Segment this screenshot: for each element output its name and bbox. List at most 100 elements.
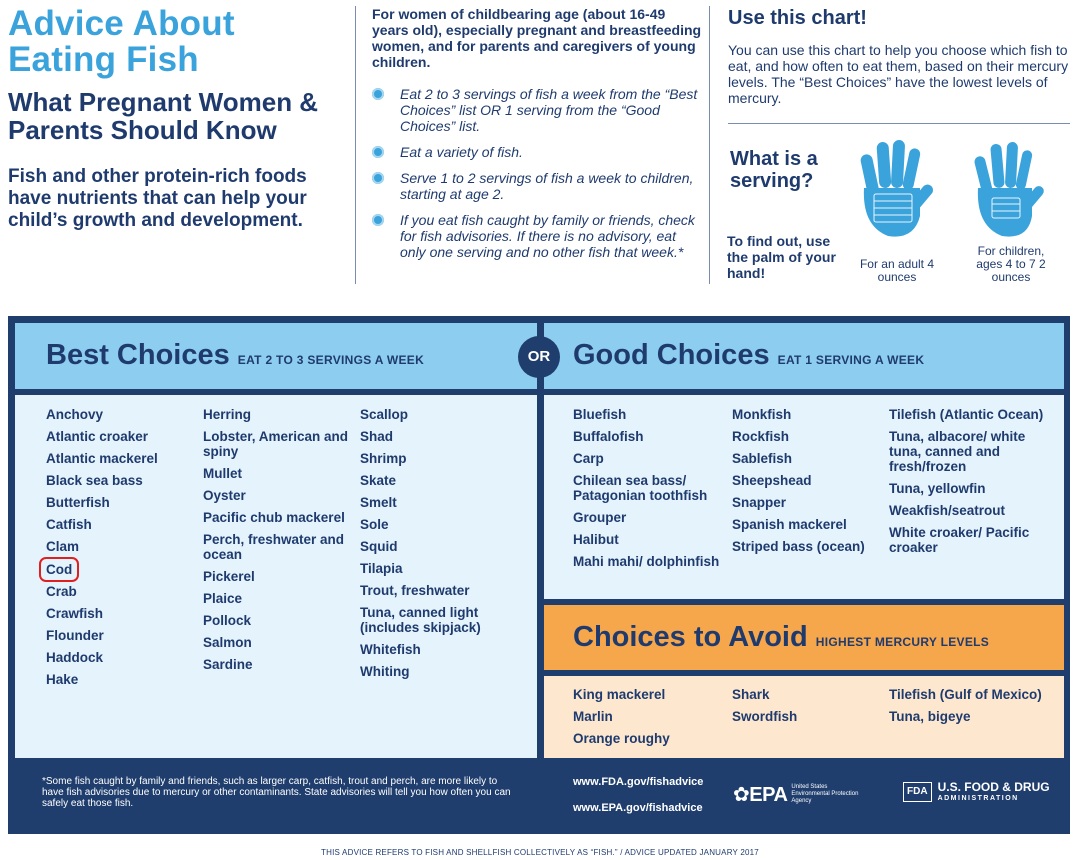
fish-item: Haddock: [46, 650, 104, 665]
fish-item: Tuna, albacore/ white tuna, canned and f…: [889, 429, 1026, 474]
avoid-col-1: King mackerel Marlin Orange roughy: [573, 687, 723, 753]
fish-item: Shark: [732, 687, 770, 702]
good-choices-header: Good Choices EAT 1 SERVING A WEEK: [544, 323, 1064, 389]
best-choices-subtitle: EAT 2 TO 3 SERVINGS A WEEK: [237, 353, 425, 367]
best-choices-title: Best Choices EAT 2 TO 3 SERVINGS A WEEK: [46, 339, 424, 372]
fda-fish-advice-link[interactable]: www.FDA.gov/fishadvice: [573, 776, 704, 788]
update-note: THIS ADVICE REFERS TO FISH AND SHELLFISH…: [321, 848, 759, 857]
fish-item: Tilefish (Atlantic Ocean): [889, 407, 1044, 422]
bullet-dot-icon: [372, 172, 384, 184]
fda-logo: FDA U.S. FOOD & DRUG ADMINISTRATION: [903, 781, 1050, 803]
avoid-col-3: Tilefish (Gulf of Mexico) Tuna, bigeye: [889, 687, 1049, 731]
page-subtitle: What Pregnant Women & Parents Should Kno…: [8, 87, 319, 145]
fish-item: Smelt: [360, 495, 397, 510]
adult-serving-caption: For an adult 4 ounces: [859, 257, 935, 284]
good-choices-subtitle: EAT 1 SERVING A WEEK: [777, 353, 925, 367]
fish-item: Catfish: [46, 517, 92, 532]
fish-item: Mullet: [203, 466, 242, 481]
fish-item: Orange roughy: [573, 731, 670, 746]
avoid-choices-title-text: Choices to Avoid: [573, 621, 808, 653]
fish-item: Pacific chub mackerel: [203, 510, 345, 525]
audience-column: For women of childbearing age (about 16-…: [372, 6, 702, 270]
best-col-2: Herring Lobster, American and spiny Mull…: [203, 407, 353, 679]
advice-bullet-text: Serve 1 to 2 servings of fish a week to …: [400, 170, 694, 202]
fish-item: Pollock: [203, 613, 252, 628]
divider-line: [728, 123, 1070, 124]
advice-bullet: If you eat fish caught by family or frie…: [372, 212, 702, 260]
fish-item: Squid: [360, 539, 398, 554]
advice-bullet: Serve 1 to 2 servings of fish a week to …: [372, 170, 702, 202]
fish-item: Tuna, bigeye: [889, 709, 971, 724]
fish-item: Crawfish: [46, 606, 104, 621]
child-serving-caption: For children, ages 4 to 7 2 ounces: [976, 244, 1046, 284]
serving-howto: To find out, use the palm of your hand!: [727, 233, 836, 281]
fish-item: Whiting: [360, 664, 410, 679]
fish-item: Pickerel: [203, 569, 255, 584]
best-choices-title-text: Best Choices: [46, 339, 230, 371]
fish-item: Mahi mahi/ dolphinfish: [573, 554, 720, 569]
good-col-3: Tilefish (Atlantic Ocean) Tuna, albacore…: [889, 407, 1054, 562]
adult-hand-icon: [860, 140, 933, 237]
fish-item: Shrimp: [360, 451, 407, 466]
epa-fish-advice-link[interactable]: www.EPA.gov/fishadvice: [573, 802, 703, 814]
good-choices-title: Good Choices EAT 1 SERVING A WEEK: [573, 339, 924, 372]
fish-item: Skate: [360, 473, 397, 488]
avoid-col-2: Shark Swordfish: [732, 687, 882, 731]
good-choices-title-text: Good Choices: [573, 339, 770, 371]
fish-item: Bluefish: [573, 407, 627, 422]
fish-item: Clam: [46, 539, 80, 554]
avoid-choices-title: Choices to Avoid HIGHEST MERCURY LEVELS: [573, 621, 989, 654]
best-col-1: Anchovy Atlantic croaker Atlantic macker…: [38, 407, 196, 694]
epa-logo-mark: ✿EPA: [733, 784, 788, 806]
fish-item: Whitefish: [360, 642, 421, 657]
fish-item: Butterfish: [46, 495, 110, 510]
fish-item: Snapper: [732, 495, 787, 510]
fish-item: Salmon: [203, 635, 252, 650]
fish-item: Weakfish/seatrout: [889, 503, 1006, 518]
fda-logo-admin: ADMINISTRATION: [937, 795, 1019, 802]
fish-item: Monkfish: [732, 407, 792, 422]
bullet-dot-icon: [372, 214, 384, 226]
advice-bullet-text: Eat 2 to 3 servings of fish a week from …: [400, 86, 698, 134]
serving-question: What is a serving?: [730, 148, 818, 192]
fish-item: White croaker/ Pacific croaker: [889, 525, 1030, 555]
divider-line: [709, 6, 710, 284]
chart-info-description: You can use this chart to help you choos…: [728, 42, 1069, 106]
fish-item: Plaice: [203, 591, 243, 606]
fish-item-highlighted: Cod: [38, 557, 80, 582]
fda-logo-box: FDA: [903, 782, 932, 802]
best-choices-header: Best Choices EAT 2 TO 3 SERVINGS A WEEK: [15, 323, 537, 389]
chart-info-title: Use this chart!: [728, 7, 867, 29]
fish-item: Tuna, yellowfin: [889, 481, 986, 496]
fish-item: Sablefish: [732, 451, 793, 466]
fish-item: Crab: [46, 584, 77, 599]
bullet-dot-icon: [372, 88, 384, 100]
advisory-footnote: *Some fish caught by family and friends,…: [42, 776, 511, 809]
epa-logo: ✿EPA United States Environmental Protect…: [733, 782, 861, 807]
best-choices-list: Anchovy Atlantic croaker Atlantic macker…: [15, 395, 537, 758]
fish-item: Perch, freshwater and ocean: [203, 532, 345, 562]
epa-logo-caption: United States Environmental Protection A…: [791, 784, 859, 804]
fda-logo-text: U.S. FOOD & DRUG ADMINISTRATION: [938, 781, 1050, 803]
fish-item: Flounder: [46, 628, 104, 643]
child-hand-icon: [974, 142, 1044, 237]
fish-item: Shad: [360, 429, 394, 444]
page-title: Advice About Eating Fish: [8, 4, 235, 79]
best-col-3: Scallop Shad Shrimp Skate Smelt Sole Squ…: [360, 407, 530, 686]
epa-logo-text: EPA: [749, 784, 788, 806]
advice-bullet-text: If you eat fish caught by family or frie…: [400, 212, 695, 260]
good-col-1: Bluefish Buffalofish Carp Chilean sea ba…: [573, 407, 723, 576]
fish-item: Black sea bass: [46, 473, 143, 488]
advice-bullet-text: Eat a variety of fish.: [400, 144, 523, 160]
fish-item: Sardine: [203, 657, 253, 672]
fish-item: Oyster: [203, 488, 246, 503]
fish-item: Buffalofish: [573, 429, 644, 444]
fish-item: Rockfish: [732, 429, 790, 444]
good-col-2: Monkfish Rockfish Sablefish Sheepshead S…: [732, 407, 882, 561]
good-choices-list: Bluefish Buffalofish Carp Chilean sea ba…: [544, 395, 1064, 599]
fish-item: King mackerel: [573, 687, 666, 702]
fish-item: Trout, freshwater: [360, 583, 470, 598]
fish-item: Marlin: [573, 709, 613, 724]
fish-item: Grouper: [573, 510, 627, 525]
avoid-choices-subtitle: HIGHEST MERCURY LEVELS: [815, 635, 990, 649]
